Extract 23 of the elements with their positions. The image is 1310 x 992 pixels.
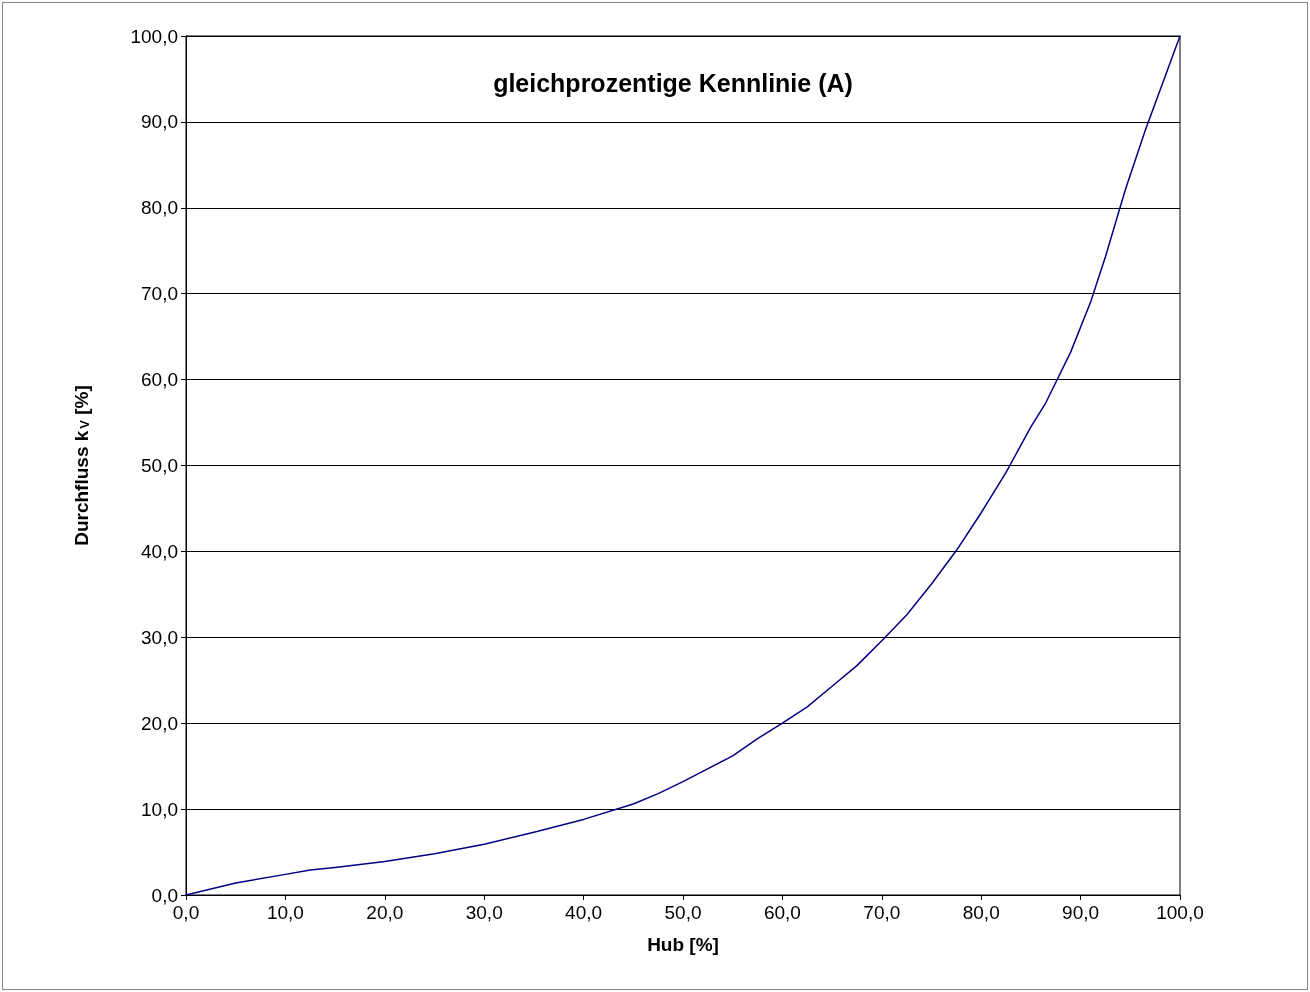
y-tick-label: 100,0 xyxy=(130,25,178,47)
x-tick-label: 40,0 xyxy=(565,902,603,923)
y-tick-label: 10,0 xyxy=(141,798,178,820)
x-axis-title: Hub [%] xyxy=(647,934,719,955)
text: gleichprozentige Kennlinie (A) xyxy=(493,68,853,97)
x-tick-label: 80,0 xyxy=(962,902,1000,923)
y-tick-label: 40,0 xyxy=(141,540,178,562)
y-axis-title: Durchfluss kV [%] xyxy=(71,385,92,546)
x-tick-label: 60,0 xyxy=(763,902,801,923)
y-tick-label: 80,0 xyxy=(141,197,178,219)
x-tick-label: 30,0 xyxy=(465,902,503,923)
x-tick-label: 70,0 xyxy=(863,902,901,923)
x-tick-label: 100,0 xyxy=(1156,902,1204,923)
x-tick-label: 50,0 xyxy=(664,902,702,923)
y-tick-label: 60,0 xyxy=(141,369,178,391)
y-tick-label: 20,0 xyxy=(141,712,178,734)
y-tick-label: 70,0 xyxy=(141,283,178,305)
y-tick-label: 50,0 xyxy=(141,455,178,476)
x-tick-label: 10,0 xyxy=(266,902,304,923)
x-tick-label: 20,0 xyxy=(366,902,404,923)
x-tick-label: 90,0 xyxy=(1062,902,1100,923)
y-tick-label: 30,0 xyxy=(141,626,178,648)
y-tick-label: 90,0 xyxy=(141,111,178,133)
